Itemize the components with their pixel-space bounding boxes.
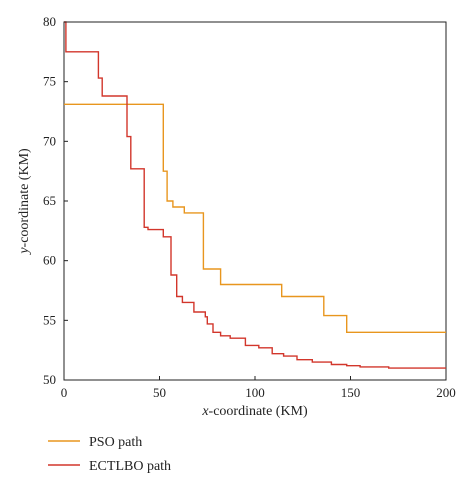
x-axis-label: x-coordinate (KM) (201, 404, 308, 419)
x-tick-label: 200 (436, 385, 456, 400)
x-tick-label: 100 (245, 385, 265, 400)
x-tick-label: 150 (341, 385, 361, 400)
legend: PSO path ECTLBO path (48, 435, 171, 474)
series-layer (64, 21, 446, 369)
y-tick-label: 80 (43, 14, 56, 29)
x-tick-label: 0 (61, 385, 68, 400)
series-line-ectlbo (64, 21, 446, 369)
legend-label-pso: PSO path (89, 435, 142, 450)
y-tick-label: 60 (43, 253, 56, 268)
y-tick-label: 75 (43, 74, 56, 89)
y-tick-label: 55 (43, 312, 56, 327)
y-tick-label: 65 (43, 193, 56, 208)
y-axis-label: y-coordinate (KM) (17, 148, 32, 256)
legend-label-ectlbo: ECTLBO path (89, 459, 171, 474)
series-line-pso (64, 103, 446, 333)
y-tick-label: 70 (43, 133, 56, 148)
plot-frame (63, 21, 447, 381)
axis-ticks: 0 50 100 150 200 50 55 60 65 70 75 80 (43, 14, 456, 400)
x-tick-label: 50 (153, 385, 166, 400)
y-tick-label: 50 (43, 372, 56, 387)
